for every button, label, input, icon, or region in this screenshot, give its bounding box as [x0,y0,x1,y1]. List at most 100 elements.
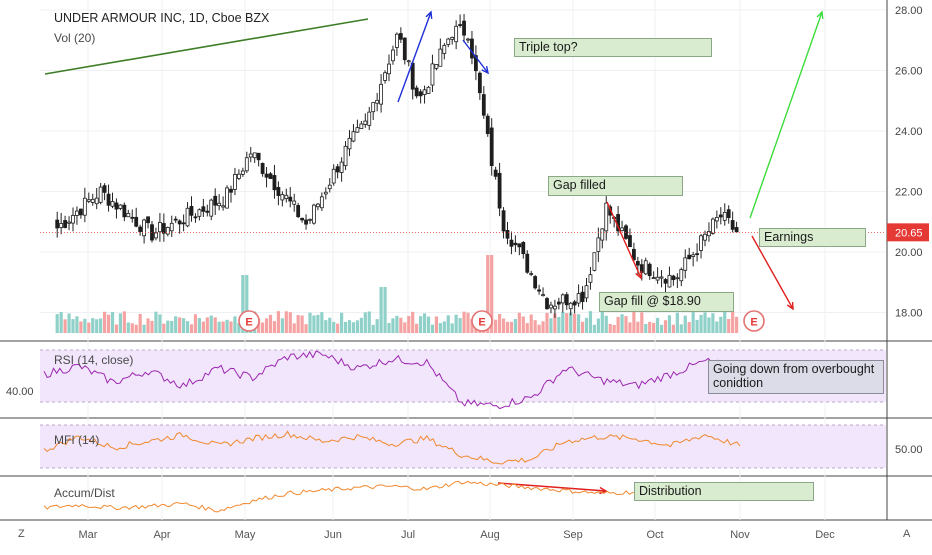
volume-bar [276,311,280,333]
volume-bar [178,317,182,333]
note-gap-fill[interactable]: Gap fill @ $18.90 [599,292,734,312]
candle-layer [55,14,739,318]
x-tick-mar: Mar [79,529,98,541]
volume-bar [458,318,462,333]
candle-body [505,230,510,239]
candle-body [458,24,463,26]
candle-body [588,274,593,283]
candle-body [549,304,553,309]
volume-bar [217,321,221,333]
note-distribution[interactable]: Distribution [634,482,814,501]
volume-bar [272,321,277,333]
candle-body [284,194,289,200]
candle-body [493,169,498,177]
volume-bar [644,324,648,333]
volume-bar [652,322,656,333]
volume-bar [63,319,67,333]
volume-bar [403,322,407,333]
volume-bar [612,324,616,333]
volume-bar [426,316,431,333]
candle-body [711,218,715,234]
volume-bar [75,316,79,333]
candle-body [734,227,739,233]
candle-body [217,202,222,207]
candle-body [225,187,229,209]
candle-body [537,289,541,292]
x-tick-aug: Aug [480,529,500,541]
candle-body [466,38,470,41]
rsi-axis-value: 40.00 [6,386,34,398]
candle-body [477,72,482,94]
candle-body [300,217,305,221]
candle-body [699,235,703,251]
candle-body [564,294,569,306]
candle-body [635,261,640,266]
candle-body [146,216,150,224]
candle-body [256,152,261,161]
candle-body [59,223,64,228]
indicator-layer [43,350,741,513]
volume-bar [537,324,541,333]
candle-body [391,49,395,62]
candle-body [114,202,119,210]
volume-bar [715,321,719,333]
volume-bar [324,320,328,333]
volume-bar [118,313,122,333]
candle-body [438,48,443,67]
volume-bar [438,323,442,333]
price-pane [40,0,886,340]
volume-bar [486,255,490,333]
earnings-marker-1 [471,310,493,332]
candle-body [323,191,328,195]
volume-bar [55,314,59,333]
candle-body [643,260,648,275]
candle-body [521,241,526,255]
volume-bar [656,317,660,333]
candle-body [450,37,455,40]
volume-bar [494,319,498,333]
volume-bar [454,314,458,333]
earnings-marker-0 [238,310,260,332]
candle-body [351,131,356,142]
volume-bar [501,318,506,333]
volume-bar [379,287,383,333]
volume-bar [182,318,186,333]
volume-bar [237,323,241,333]
volume-bar [383,287,387,333]
earnings-marker-label-0: E [245,317,252,329]
candle-body [541,294,545,297]
candle-body [165,227,170,235]
volume-bar [268,314,273,333]
arrow-red-down [751,235,794,310]
candle-body [288,196,293,202]
volume-bar [91,318,95,333]
volume-bar [422,313,427,333]
note-earnings[interactable]: Earnings [759,228,866,247]
volume-bar [280,318,284,333]
volume-bar [343,321,348,333]
auto-scale-button[interactable]: A [903,528,911,540]
candle-body [197,209,202,217]
volume-bar [158,314,162,333]
arrow-blue-up-head [425,10,433,20]
note-triple-top[interactable]: Triple top? [514,38,712,57]
candle-body [592,252,597,271]
x-tick-oct: Oct [646,529,663,541]
candle-body [600,228,605,241]
candle-body [138,226,143,232]
note-going-down[interactable]: Going down from overbought conidtion [708,360,884,394]
candle-body [331,168,336,184]
volume-bar [545,312,549,333]
volume-bar [699,314,703,333]
volume-bar [683,315,687,333]
timezone-button[interactable]: Z [18,528,25,540]
note-gap-filled[interactable]: Gap filled [548,176,683,196]
volume-bar [549,318,553,333]
candle-body [161,223,166,234]
volume-bar [659,324,664,333]
volume-bar [569,312,573,333]
candle-body [169,222,174,232]
candle-body [221,205,226,208]
volume-bar [727,319,731,333]
